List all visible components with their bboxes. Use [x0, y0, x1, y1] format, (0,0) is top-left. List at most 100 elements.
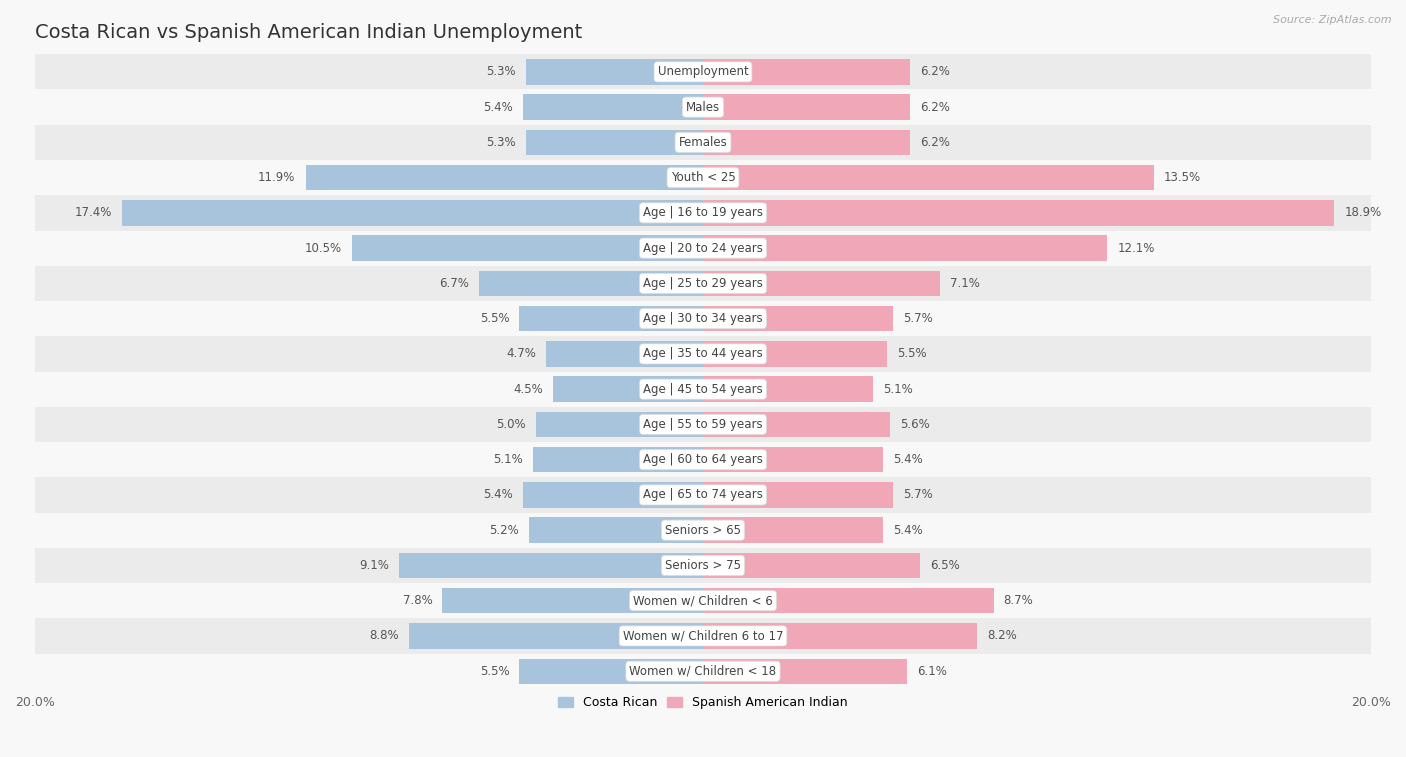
- Text: Males: Males: [686, 101, 720, 114]
- Text: Women w/ Children < 18: Women w/ Children < 18: [630, 665, 776, 678]
- Bar: [703, 341, 887, 366]
- Text: 12.1%: 12.1%: [1118, 241, 1154, 254]
- Text: Seniors > 65: Seniors > 65: [665, 524, 741, 537]
- Text: 11.9%: 11.9%: [259, 171, 295, 184]
- Text: 5.1%: 5.1%: [883, 382, 912, 396]
- Text: 6.2%: 6.2%: [920, 136, 950, 149]
- Bar: [35, 125, 1371, 160]
- Text: 5.3%: 5.3%: [486, 136, 516, 149]
- Bar: [526, 59, 703, 85]
- Text: Women w/ Children 6 to 17: Women w/ Children 6 to 17: [623, 629, 783, 643]
- Bar: [35, 336, 1371, 372]
- Bar: [35, 160, 1371, 195]
- Bar: [703, 59, 910, 85]
- Text: Age | 35 to 44 years: Age | 35 to 44 years: [643, 347, 763, 360]
- Text: Females: Females: [679, 136, 727, 149]
- Text: 5.6%: 5.6%: [900, 418, 929, 431]
- Text: Age | 25 to 29 years: Age | 25 to 29 years: [643, 277, 763, 290]
- Bar: [703, 623, 977, 649]
- Text: Seniors > 75: Seniors > 75: [665, 559, 741, 572]
- Text: 5.7%: 5.7%: [904, 312, 934, 326]
- Bar: [703, 482, 893, 508]
- Bar: [533, 447, 703, 472]
- Bar: [35, 89, 1371, 125]
- Bar: [536, 412, 703, 437]
- Text: 5.2%: 5.2%: [489, 524, 519, 537]
- Bar: [35, 407, 1371, 442]
- Bar: [35, 372, 1371, 407]
- Bar: [35, 548, 1371, 583]
- Text: Women w/ Children < 6: Women w/ Children < 6: [633, 594, 773, 607]
- Text: 18.9%: 18.9%: [1344, 207, 1382, 220]
- Bar: [35, 442, 1371, 478]
- Text: Age | 55 to 59 years: Age | 55 to 59 years: [643, 418, 763, 431]
- Bar: [409, 623, 703, 649]
- Bar: [35, 266, 1371, 301]
- Bar: [703, 553, 920, 578]
- Bar: [399, 553, 703, 578]
- Bar: [546, 341, 703, 366]
- Bar: [523, 482, 703, 508]
- Bar: [703, 165, 1154, 190]
- Text: 5.7%: 5.7%: [904, 488, 934, 501]
- Text: 7.1%: 7.1%: [950, 277, 980, 290]
- Bar: [305, 165, 703, 190]
- Text: Age | 30 to 34 years: Age | 30 to 34 years: [643, 312, 763, 326]
- Bar: [35, 583, 1371, 618]
- Bar: [519, 659, 703, 684]
- Text: Unemployment: Unemployment: [658, 65, 748, 79]
- Bar: [35, 512, 1371, 548]
- Text: Age | 65 to 74 years: Age | 65 to 74 years: [643, 488, 763, 501]
- Text: 5.4%: 5.4%: [893, 524, 924, 537]
- Text: 13.5%: 13.5%: [1164, 171, 1201, 184]
- Text: 5.4%: 5.4%: [893, 453, 924, 466]
- Text: Age | 20 to 24 years: Age | 20 to 24 years: [643, 241, 763, 254]
- Bar: [443, 588, 703, 613]
- Bar: [519, 306, 703, 332]
- Bar: [353, 235, 703, 261]
- Text: 5.3%: 5.3%: [486, 65, 516, 79]
- Bar: [703, 376, 873, 402]
- Text: 9.1%: 9.1%: [359, 559, 389, 572]
- Text: 8.2%: 8.2%: [987, 629, 1017, 643]
- Bar: [35, 231, 1371, 266]
- Bar: [35, 478, 1371, 512]
- Bar: [703, 95, 910, 120]
- Text: 10.5%: 10.5%: [305, 241, 342, 254]
- Text: 6.7%: 6.7%: [439, 277, 470, 290]
- Bar: [703, 129, 910, 155]
- Text: Source: ZipAtlas.com: Source: ZipAtlas.com: [1274, 15, 1392, 25]
- Text: Youth < 25: Youth < 25: [671, 171, 735, 184]
- Text: 6.5%: 6.5%: [931, 559, 960, 572]
- Text: 6.2%: 6.2%: [920, 101, 950, 114]
- Bar: [703, 518, 883, 543]
- Text: 5.5%: 5.5%: [479, 312, 509, 326]
- Bar: [529, 518, 703, 543]
- Text: 5.0%: 5.0%: [496, 418, 526, 431]
- Text: Age | 16 to 19 years: Age | 16 to 19 years: [643, 207, 763, 220]
- Bar: [122, 200, 703, 226]
- Text: 6.2%: 6.2%: [920, 65, 950, 79]
- Text: 4.7%: 4.7%: [506, 347, 536, 360]
- Bar: [35, 195, 1371, 231]
- Text: 8.8%: 8.8%: [370, 629, 399, 643]
- Bar: [523, 95, 703, 120]
- Bar: [526, 129, 703, 155]
- Bar: [703, 235, 1107, 261]
- Bar: [35, 301, 1371, 336]
- Text: 7.8%: 7.8%: [402, 594, 433, 607]
- Text: 5.4%: 5.4%: [482, 488, 513, 501]
- Bar: [703, 659, 907, 684]
- Text: Age | 45 to 54 years: Age | 45 to 54 years: [643, 382, 763, 396]
- Legend: Costa Rican, Spanish American Indian: Costa Rican, Spanish American Indian: [553, 691, 853, 715]
- Bar: [703, 200, 1334, 226]
- Bar: [479, 271, 703, 296]
- Bar: [703, 588, 994, 613]
- Text: 5.5%: 5.5%: [479, 665, 509, 678]
- Bar: [35, 55, 1371, 89]
- Bar: [35, 653, 1371, 689]
- Text: Costa Rican vs Spanish American Indian Unemployment: Costa Rican vs Spanish American Indian U…: [35, 23, 582, 42]
- Bar: [553, 376, 703, 402]
- Bar: [703, 271, 941, 296]
- Text: Age | 60 to 64 years: Age | 60 to 64 years: [643, 453, 763, 466]
